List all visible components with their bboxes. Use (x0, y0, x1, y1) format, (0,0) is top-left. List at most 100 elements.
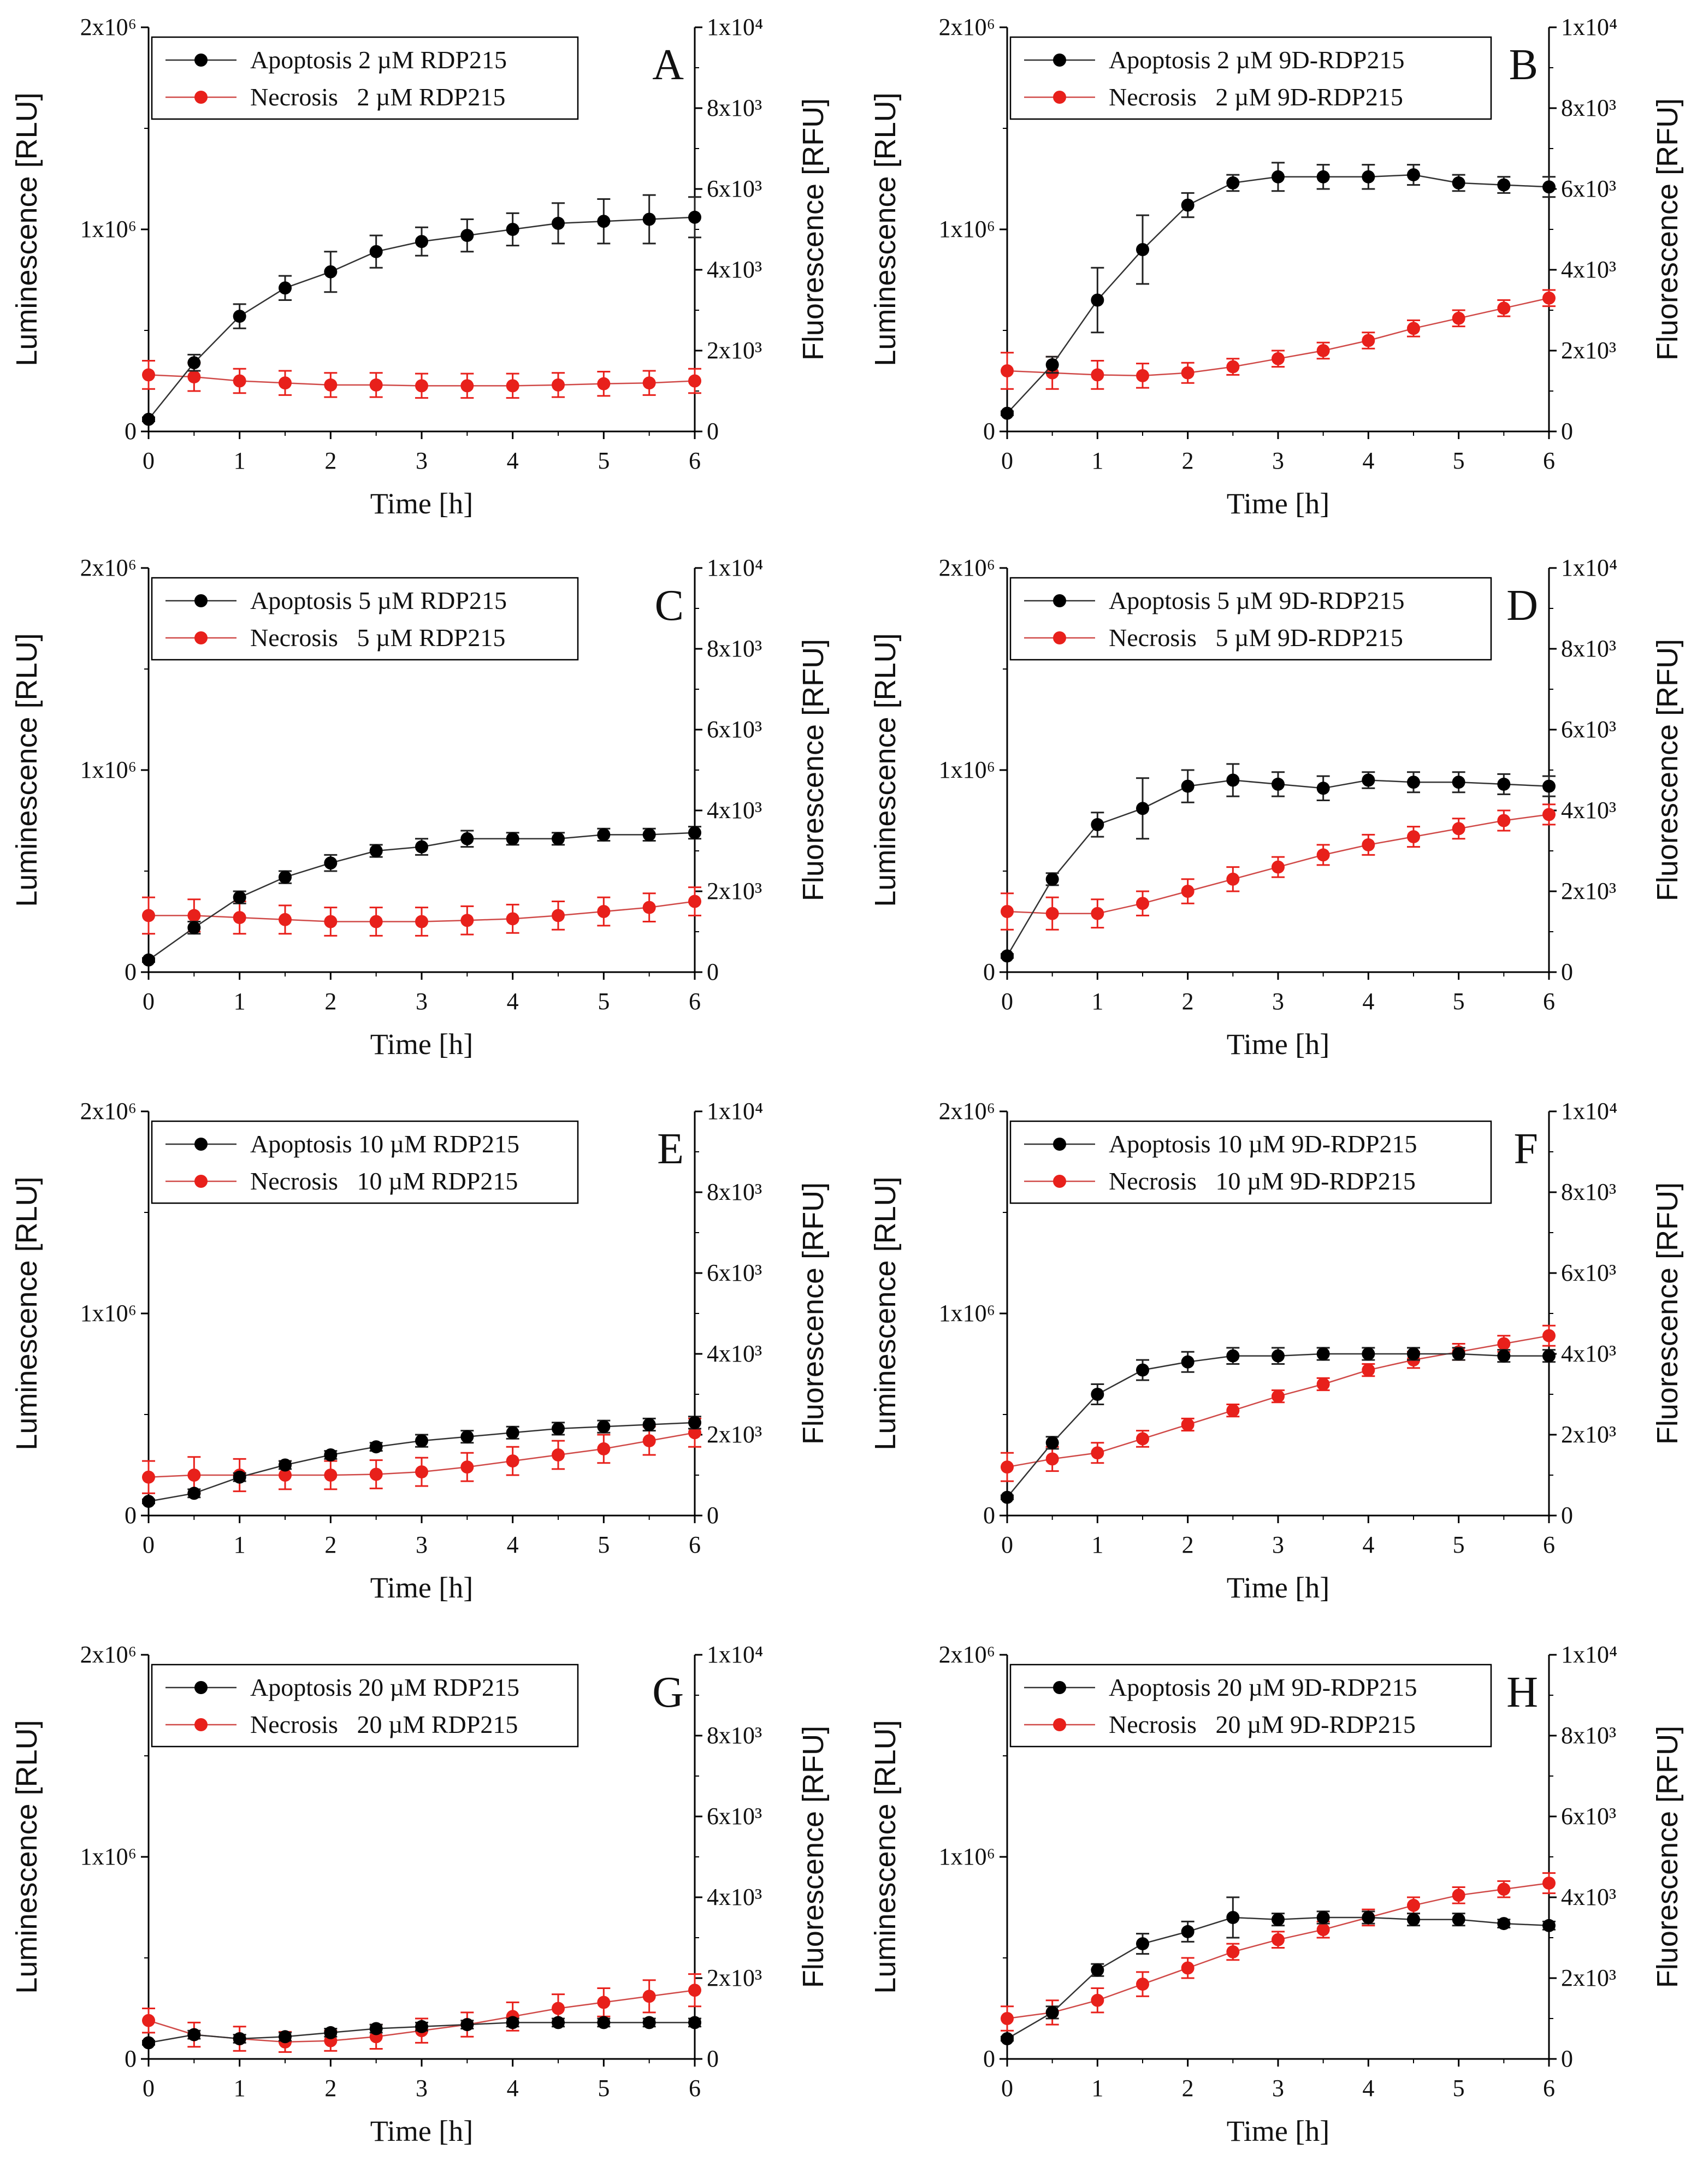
series-necrosis (1001, 803, 1556, 931)
data-point (415, 840, 428, 854)
data-point (1497, 301, 1511, 315)
y2-tick-label: 1x10⁴ (1561, 14, 1617, 40)
y-axis-label: Luminescence [RLU] (10, 1176, 43, 1450)
data-point (1362, 1911, 1375, 1924)
data-point (1316, 1347, 1330, 1360)
legend-marker (1053, 1138, 1066, 1151)
y2-axis-label: Fluorescence [RFU] (797, 98, 830, 360)
x-tick-label: 0 (1001, 988, 1013, 1015)
y-tick-label: 1x10⁶ (939, 756, 995, 783)
x-tick-label: 0 (143, 2075, 155, 2102)
data-point (1542, 291, 1556, 305)
panel-f: 0 1 2 3 4 5 601x10⁶2x10⁶02x10³4x10³6x10³8x10³1… (869, 1098, 1684, 1604)
x-tick-label: 5 (598, 447, 610, 474)
panel-a: 0 1 2 3 4 5 601x10⁶2x10⁶02x10³4x10³6x10³8x10³1… (10, 14, 830, 520)
legend-marker (1053, 1681, 1066, 1694)
x-tick-label: 0 (1001, 2075, 1013, 2102)
data-point (1362, 334, 1375, 347)
series-apoptosis (142, 2016, 701, 2050)
data-point (324, 1448, 338, 1461)
series-apoptosis (1001, 1896, 1556, 2045)
data-point (1001, 1490, 1014, 1504)
legend-box (151, 36, 579, 120)
data-point (506, 1454, 519, 1468)
data-point (187, 2028, 201, 2041)
y-tick-label: 0 (983, 1502, 995, 1529)
x-tick-label: 6 (689, 2075, 701, 2102)
y-tick-label: 2x10⁶ (80, 554, 137, 581)
series-necrosis (1001, 1872, 1556, 2032)
data-point (1091, 1446, 1104, 1460)
data-point (1181, 1961, 1195, 1975)
data-point (506, 379, 519, 393)
x-axis-label: Time [h] (370, 487, 474, 520)
x-tick-label: 5 (598, 1531, 610, 1558)
y2-tick-label: 8x10³ (707, 1722, 762, 1749)
legend-box (151, 1120, 579, 1204)
legend-box (1009, 1664, 1492, 1748)
data-point (1407, 168, 1420, 182)
x-axis-label: Time [h] (370, 1028, 474, 1061)
series-line (1007, 1353, 1549, 1498)
data-point (688, 374, 701, 388)
data-point (1452, 1889, 1465, 1902)
data-point (1091, 818, 1104, 831)
y-tick-label: 2x10⁶ (939, 1098, 995, 1124)
y2-tick-label: 2x10³ (707, 337, 762, 364)
data-point (642, 1434, 656, 1448)
y-axis-label: Luminescence [RLU] (869, 633, 902, 907)
y-tick-label: 2x10⁶ (80, 14, 137, 40)
data-point (1136, 243, 1149, 256)
data-point (1091, 293, 1104, 307)
data-point (1226, 1911, 1240, 1924)
legend-label: Apoptosis 2 µM RDP215 (250, 46, 507, 74)
legend-box (151, 577, 579, 661)
y2-tick-label: 0 (707, 2045, 719, 2072)
legend-label: Apoptosis 10 µM 9D-RDP215 (1109, 1130, 1417, 1158)
legend-label: Necrosis 5 µM 9D-RDP215 (1109, 624, 1403, 652)
x-tick-label: 5 (1453, 447, 1465, 474)
x-tick-label: 3 (416, 988, 428, 1015)
data-point (642, 376, 656, 390)
x-axis-label: Time [h] (1227, 2115, 1330, 2147)
data-point (1272, 1389, 1285, 1403)
data-point (1226, 1349, 1240, 1363)
data-point (552, 1422, 565, 1435)
data-point (369, 2022, 383, 2035)
data-point (187, 909, 201, 922)
data-point (1045, 1436, 1059, 1449)
data-point (1272, 1913, 1285, 1926)
data-point (1091, 1963, 1104, 1977)
data-point (1452, 311, 1465, 325)
data-point (642, 1990, 656, 2003)
data-point (1407, 322, 1420, 335)
legend-marker (1053, 631, 1066, 644)
y2-tick-label: 6x10³ (707, 1803, 762, 1830)
y-axis-label: Luminescence [RLU] (10, 633, 43, 907)
data-point (1272, 777, 1285, 791)
data-point (552, 216, 565, 230)
data-point (1362, 1347, 1375, 1360)
data-point (1091, 368, 1104, 382)
data-point (506, 2016, 519, 2029)
legend-marker (1053, 54, 1066, 67)
legend-marker (194, 1138, 208, 1151)
panel-c: 0 1 2 3 4 5 601x10⁶2x10⁶02x10³4x10³6x10³8x10³1… (10, 554, 830, 1061)
x-tick-label: 2 (324, 988, 336, 1015)
data-point (415, 235, 428, 248)
data-point (1181, 1355, 1195, 1369)
series-apoptosis (142, 194, 701, 426)
y2-tick-label: 8x10³ (707, 94, 762, 121)
data-point (415, 915, 428, 928)
data-point (1407, 1347, 1420, 1360)
data-point (1542, 180, 1556, 194)
y2-tick-label: 1x10⁴ (707, 1641, 763, 1668)
data-point (187, 1487, 201, 1500)
data-point (142, 1470, 155, 1484)
data-point (1316, 1377, 1330, 1391)
legend-label: Apoptosis 10 µM RDP215 (250, 1130, 519, 1158)
y2-tick-label: 0 (1561, 2045, 1573, 2072)
y2-tick-label: 8x10³ (1561, 635, 1616, 662)
data-point (142, 368, 155, 382)
legend-label: Necrosis 20 µM 9D-RDP215 (1109, 1710, 1416, 1738)
